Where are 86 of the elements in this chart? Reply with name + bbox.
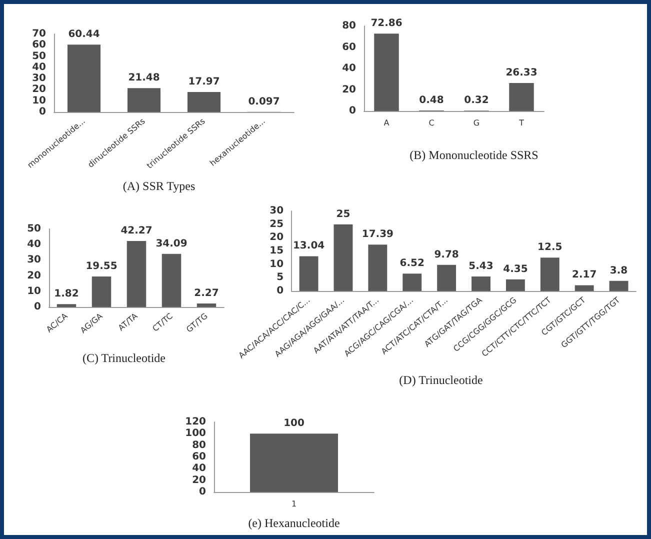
bar <box>506 279 525 291</box>
data-label: 12.5 <box>538 242 562 254</box>
text: (C) Trinucleotide <box>82 351 166 365</box>
y-tick-label: 30 <box>32 73 46 84</box>
y-tick-label: 20 <box>342 84 356 96</box>
x-tick-label: G <box>473 118 480 128</box>
text: (B) Mononucleotide SSRS <box>410 148 538 162</box>
data-label: 17.39 <box>362 229 394 240</box>
bar <box>128 88 160 112</box>
data-label: 2.17 <box>572 270 597 281</box>
y-tick-label: 50 <box>32 50 46 62</box>
y-tick-label: 40 <box>27 239 42 250</box>
y-tick-label: 30 <box>27 254 42 266</box>
bar <box>92 276 112 307</box>
data-label: 4.35 <box>503 264 528 275</box>
text: (e) Hexanucleotide <box>248 516 340 530</box>
data-label: 9.78 <box>434 249 459 260</box>
data-label: 0.48 <box>419 94 444 106</box>
y-tick-label: 70 <box>32 28 46 40</box>
data-label: 26.33 <box>506 68 538 79</box>
y-tick-label: 15 <box>270 246 284 256</box>
y-tick-label: 80 <box>192 440 206 451</box>
data-label: 60.44 <box>68 29 100 40</box>
data-label: 42.27 <box>120 226 152 237</box>
y-tick-label: 50 <box>27 224 42 234</box>
data-label: 5.43 <box>468 261 494 272</box>
y-tick-label: 40 <box>192 463 206 474</box>
y-tick-label: 0 <box>349 106 356 116</box>
data-label: 13.04 <box>292 240 325 252</box>
y-tick-label: 10 <box>27 286 42 297</box>
y-tick-label: 40 <box>32 62 46 73</box>
data-label: 19.55 <box>86 261 118 272</box>
bar <box>609 280 628 291</box>
y-tick-label: 60 <box>192 452 206 462</box>
y-tick-label: 20 <box>270 232 284 244</box>
y-tick-label: 25 <box>270 218 284 230</box>
bar <box>574 285 594 291</box>
y-tick-label: 0 <box>34 302 42 312</box>
y-tick-label: 20 <box>32 84 46 96</box>
x-tick-label: T <box>518 118 524 128</box>
bar <box>334 224 353 291</box>
bar <box>299 256 318 291</box>
bar <box>162 254 182 307</box>
x-tick-label: 1 <box>291 500 297 508</box>
data-label: 2.27 <box>194 288 219 299</box>
text: (D) Trinucleotide <box>399 373 483 387</box>
y-tick-label: 20 <box>27 270 42 282</box>
bar <box>402 274 422 291</box>
data-label: 72.86 <box>370 18 402 30</box>
bar <box>196 303 216 307</box>
data-label: 6.52 <box>400 258 424 270</box>
bar <box>472 276 490 291</box>
bar <box>68 44 100 112</box>
data-label: 17.97 <box>188 76 220 88</box>
bar <box>368 244 388 291</box>
y-tick-label: 10 <box>32 95 46 106</box>
data-label: 21.48 <box>128 72 160 84</box>
y-tick-label: 5 <box>276 272 284 284</box>
y-tick-label: 0 <box>276 286 284 296</box>
data-label: 3.8 <box>610 265 628 276</box>
data-label: 34.09 <box>156 238 188 250</box>
y-tick-label: 0 <box>39 106 46 118</box>
y-tick-label: 80 <box>342 20 356 32</box>
x-tick-label: A <box>384 118 390 128</box>
data-label: 1.82 <box>54 288 79 300</box>
bar <box>56 304 76 307</box>
bar <box>374 34 399 111</box>
y-tick-label: 10 <box>270 258 284 270</box>
y-tick-label: 60 <box>342 42 356 53</box>
y-tick-label: 0 <box>199 486 206 498</box>
bar <box>126 241 146 307</box>
x-tick-label: C <box>428 118 435 128</box>
bar <box>540 258 560 291</box>
bar <box>509 83 534 111</box>
data-label: 100 <box>284 418 304 430</box>
data-label: 0.32 <box>464 95 489 106</box>
y-tick-label: 100 <box>185 428 206 440</box>
y-tick-label: 60 <box>32 40 46 51</box>
bar <box>437 264 456 291</box>
y-tick-label: 40 <box>342 63 356 74</box>
y-tick-label: 30 <box>270 206 284 216</box>
data-label: 0.097 <box>248 96 280 108</box>
bar <box>188 92 220 112</box>
y-tick-label: 120 <box>185 416 206 428</box>
text: (A) SSR Types <box>122 179 196 193</box>
y-tick-label: 20 <box>192 474 206 486</box>
